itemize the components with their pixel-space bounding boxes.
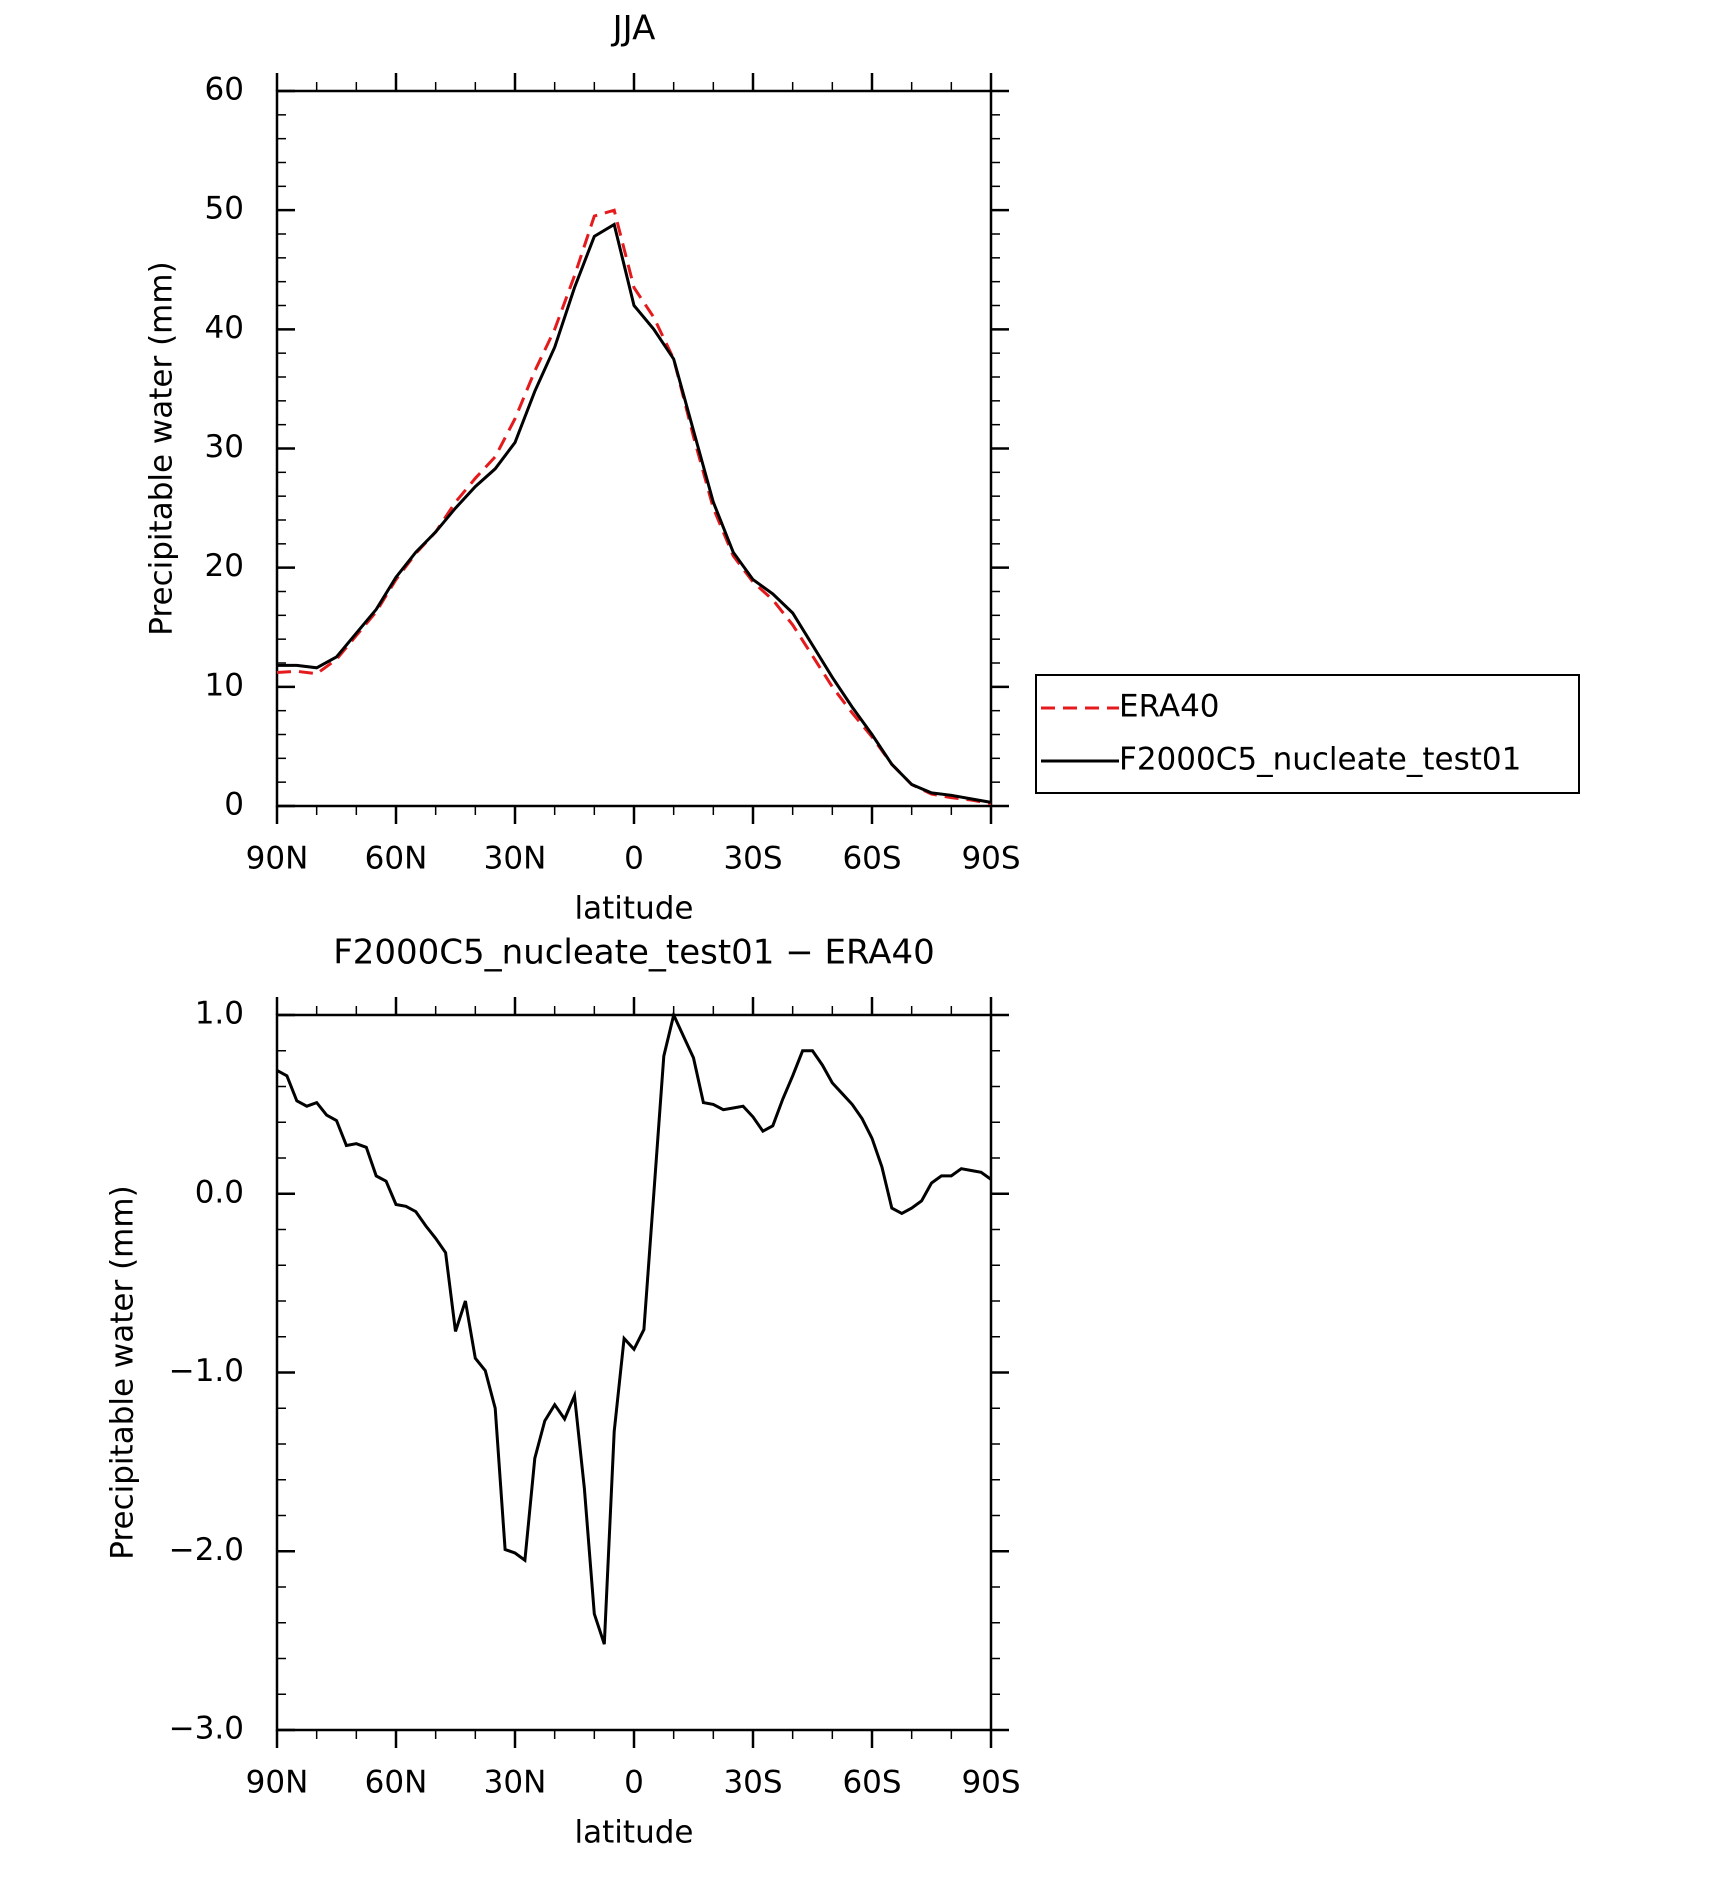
x-tick-label: 30S [723,841,782,877]
legend-label: ERA40 [1119,689,1220,725]
y-tick-label: −3.0 [169,1711,244,1747]
x-tick-label: 60N [365,841,428,877]
x-tick-label: 60S [842,841,901,877]
chart-title: JJA [611,9,656,49]
chart-title: F2000C5_nucleate_test01 − ERA40 [333,933,935,973]
x-tick-label: 90N [246,1765,309,1801]
x-tick-label: 90S [961,1765,1020,1801]
y-tick-label: 0 [224,787,244,823]
x-axis-label: latitude [575,891,694,927]
x-tick-label: 60N [365,1765,428,1801]
legend-box [1035,674,1580,794]
y-tick-label: 30 [205,429,244,465]
x-tick-label: 30N [484,841,547,877]
x-tick-label: 30S [723,1765,782,1801]
data-line [276,1010,992,1645]
y-tick-label: −1.0 [169,1353,244,1389]
x-tick-label: 60S [842,1765,901,1801]
x-tick-label: 90N [246,841,309,877]
y-axis-label: Precipitable water (mm) [144,261,180,635]
y-tick-label: 40 [205,310,244,346]
plot-frame [275,89,993,808]
x-tick-label: 90S [961,841,1020,877]
y-tick-label: 1.0 [195,996,244,1032]
y-tick-label: 50 [205,191,244,227]
legend-label: F2000C5_nucleate_test01 [1119,742,1521,778]
y-tick-label: 0.0 [195,1174,244,1210]
y-tick-label: −2.0 [169,1532,244,1568]
data-line [277,222,992,804]
y-tick-label: 10 [205,667,244,703]
y-axis-label: Precipitable water (mm) [105,1185,141,1559]
x-tick-label: 0 [624,841,644,877]
x-axis-label: latitude [575,1815,694,1851]
x-tick-label: 0 [624,1765,644,1801]
plot-frame [275,1013,993,1732]
y-tick-label: 60 [205,72,244,108]
x-tick-label: 30N [484,1765,547,1801]
y-tick-label: 20 [205,548,244,584]
